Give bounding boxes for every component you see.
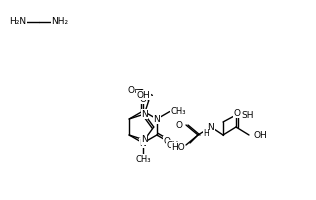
Text: O: O [139,95,147,104]
Text: NH₂: NH₂ [52,18,69,26]
Text: OH: OH [137,91,150,100]
Text: O: O [175,120,182,130]
Text: CH₃: CH₃ [167,140,182,150]
Text: O: O [164,136,171,146]
Text: N: N [154,114,160,123]
Text: O: O [127,86,134,95]
Text: O: O [234,108,240,117]
Text: HO: HO [171,142,185,152]
Text: H₂N: H₂N [9,18,27,26]
Text: OH: OH [253,130,267,140]
Text: N: N [140,138,146,148]
Text: N: N [208,122,214,132]
Text: CH₃: CH₃ [135,154,151,164]
Text: N: N [141,110,148,119]
Text: SH: SH [241,110,253,119]
Text: H: H [203,129,209,138]
Text: CH₃: CH₃ [171,107,186,116]
Text: N: N [141,135,148,144]
